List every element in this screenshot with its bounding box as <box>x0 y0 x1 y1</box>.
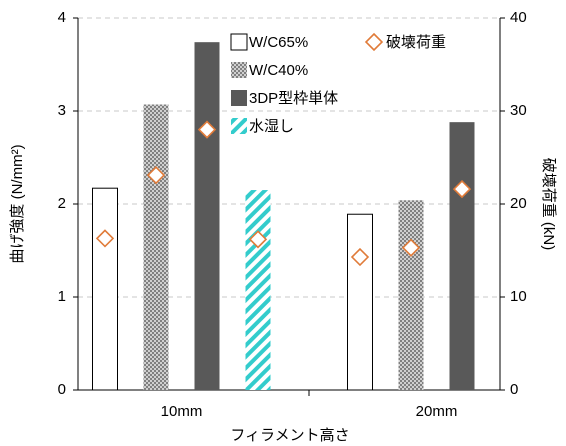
load-marker <box>401 238 421 257</box>
bar <box>347 213 373 391</box>
legend-label: 破壊荷重 <box>386 34 446 51</box>
bar <box>449 122 475 390</box>
y2-tick-label: 0 <box>510 381 518 398</box>
x-tick-label: 10mm <box>161 403 203 420</box>
y-tick-label: 0 <box>58 381 66 398</box>
x-axis-label: フィラメント高さ <box>230 427 349 444</box>
load-marker <box>452 179 472 199</box>
bar <box>143 104 169 391</box>
y-tick-label: 3 <box>58 102 66 119</box>
x-tick-label: 20mm <box>416 403 458 420</box>
y-tick-label: 2 <box>58 195 66 212</box>
legend-swatch <box>231 62 247 78</box>
load-marker <box>146 166 166 185</box>
y-axis-label: 曲げ強度 (N/mm²) <box>9 144 26 263</box>
legend-label: 水湿し <box>249 118 294 135</box>
legend-swatch <box>230 33 248 51</box>
y2-axis-label: 破壊荷重 (kN) <box>540 158 557 251</box>
load-marker <box>95 229 115 248</box>
legend-label: W/C40% <box>249 62 308 79</box>
bar <box>194 42 220 391</box>
legend-swatch <box>231 90 247 106</box>
legend-label: 3DP型枠単体 <box>249 90 338 107</box>
y2-tick-label: 20 <box>510 195 527 212</box>
load-marker <box>248 230 268 249</box>
legend-marker <box>364 32 384 52</box>
y-tick-label: 1 <box>58 288 66 305</box>
bar <box>245 190 271 390</box>
y-tick-label: 4 <box>58 9 66 26</box>
load-marker <box>350 247 370 267</box>
y2-tick-label: 10 <box>510 288 527 305</box>
legend-swatch <box>231 118 247 134</box>
legend-label: W/C65% <box>249 34 308 51</box>
bar <box>92 187 118 391</box>
bar <box>398 200 424 390</box>
y2-tick-label: 40 <box>510 9 527 26</box>
y2-tick-label: 30 <box>510 102 527 119</box>
load-marker <box>197 120 217 139</box>
